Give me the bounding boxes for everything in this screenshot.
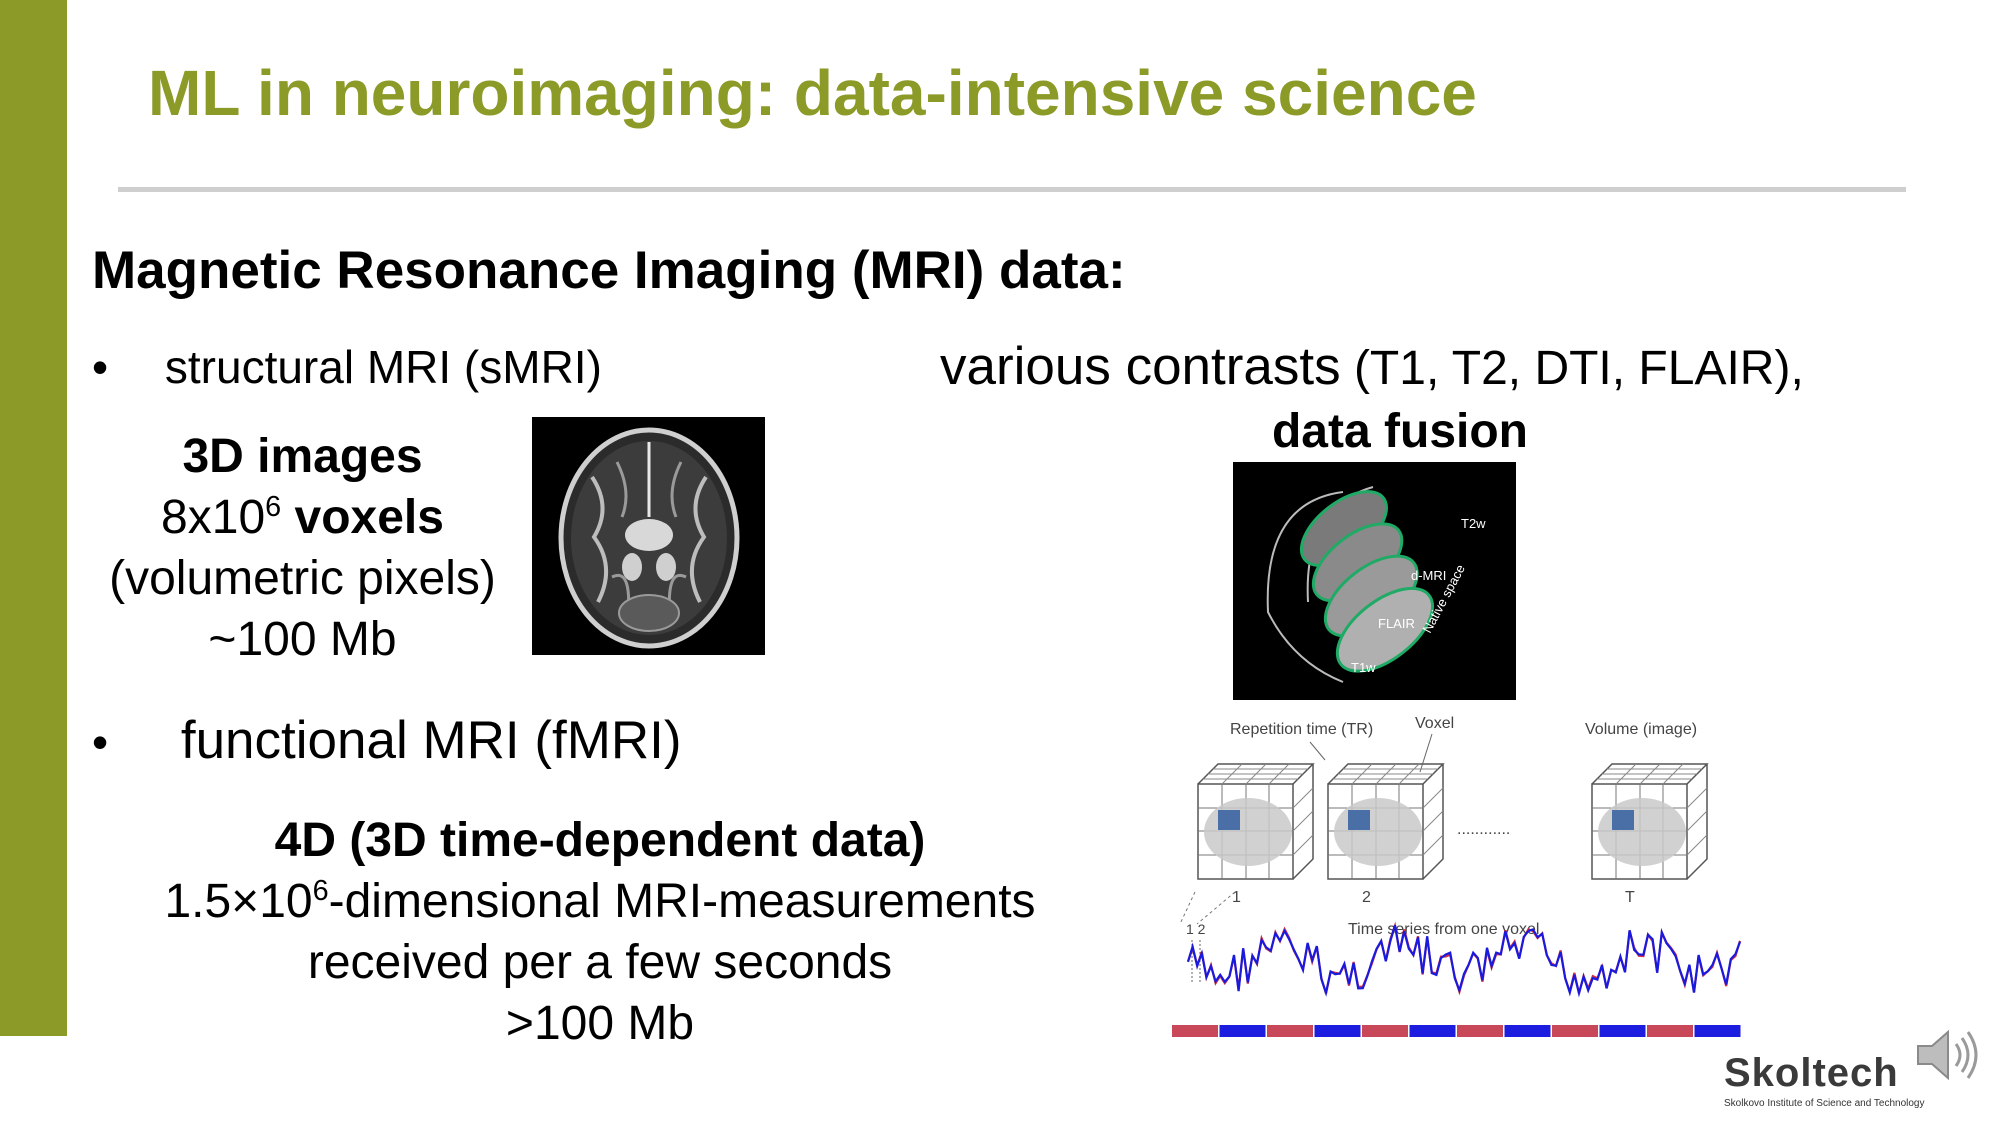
fmri-timeseries-figure: Repetition time (TR) Voxel Volume (image… bbox=[1172, 715, 1742, 1037]
bullet-marker: • bbox=[92, 716, 109, 768]
stimulus-block bbox=[1504, 1025, 1551, 1037]
stimulus-block bbox=[1314, 1025, 1361, 1037]
volume-index-1: 1 bbox=[1232, 889, 1241, 906]
fusion-label-t2w: T2w bbox=[1461, 516, 1486, 531]
timeseries-label: Time series from one voxel bbox=[1348, 921, 1539, 938]
stimulus-block bbox=[1694, 1025, 1741, 1037]
stimulus-block bbox=[1552, 1025, 1598, 1037]
logo-wordmark: Skoltech bbox=[1724, 1051, 1899, 1095]
title-divider bbox=[118, 187, 1906, 192]
volume-cube-2 bbox=[1327, 763, 1472, 880]
smri-bullet-text: structural MRI (sMRI) bbox=[164, 341, 602, 393]
skoltech-logo: Skoltech Skolkovo Institute of Science a… bbox=[1724, 1052, 1954, 1109]
fusion-label-dmri: d-MRI bbox=[1411, 568, 1446, 583]
data-fusion-figure: T2w d-MRI FLAIR T1w Native space bbox=[1233, 462, 1516, 700]
fmri-bullet-text: functional MRI (fMRI) bbox=[180, 711, 682, 770]
data-fusion-label: data fusion bbox=[1271, 405, 1528, 458]
smri-line-3d-images: 3D images bbox=[182, 430, 423, 483]
stimulus-block bbox=[1172, 1025, 1218, 1037]
logo-subtitle: Skolkovo Institute of Science and Techno… bbox=[1724, 1098, 1925, 1109]
volume-index-t: T bbox=[1625, 889, 1635, 906]
accent-sidebar bbox=[0, 0, 67, 1036]
slide-title: ML in neuroimaging: data-intensive scien… bbox=[148, 57, 1477, 129]
bullet-marker: • bbox=[92, 341, 109, 393]
fusion-label-t1w: T1w bbox=[1351, 660, 1376, 675]
speaker-icon[interactable] bbox=[1912, 1024, 1982, 1086]
timeseries-signal-blue bbox=[1186, 924, 1742, 998]
volume-ellipsis: ............ bbox=[1457, 821, 1510, 838]
stimulus-block bbox=[1647, 1025, 1693, 1037]
fmri-line-dimensional: 1.5×106-dimensional MRI-measurements bbox=[164, 875, 1036, 928]
fmri-line-size: >100 Mb bbox=[505, 997, 695, 1050]
volume-index-2: 2 bbox=[1362, 889, 1371, 906]
contrasts-line: various contrasts (T1, T2, DTI, FLAIR), bbox=[940, 337, 1804, 396]
fmri-line-received: received per a few seconds bbox=[307, 936, 893, 989]
smri-line-volumetric: (volumetric pixels) bbox=[109, 552, 496, 605]
section-heading: Magnetic Resonance Imaging (MRI) data: bbox=[92, 241, 1126, 300]
smri-bullet: • structural MRI (sMRI) bbox=[92, 340, 602, 394]
fmri-bullet: • functional MRI (fMRI) bbox=[92, 710, 682, 771]
fmri-line-4d: 4D (3D time-dependent data) bbox=[274, 814, 926, 867]
volume-cube-t bbox=[1591, 763, 1736, 880]
label-repetition-time: Repetition time (TR) bbox=[1230, 721, 1373, 738]
smri-description: 3D images 8x106 voxels (volumetric pixel… bbox=[80, 426, 525, 670]
label-voxel: Voxel bbox=[1415, 715, 1454, 732]
stimulus-block bbox=[1599, 1025, 1646, 1037]
smri-line-size: ~100 Mb bbox=[208, 613, 397, 666]
stimulus-block bbox=[1362, 1025, 1408, 1037]
stimulus-blocks bbox=[1172, 1025, 1741, 1037]
smri-line-voxels: 8x106 voxels bbox=[161, 491, 444, 544]
stimulus-block bbox=[1219, 1025, 1266, 1037]
fusion-label-flair: FLAIR bbox=[1378, 616, 1415, 631]
stimulus-block bbox=[1457, 1025, 1503, 1037]
timeseries-ticks: 1 2 bbox=[1186, 921, 1206, 937]
stimulus-block bbox=[1409, 1025, 1456, 1037]
volume-cube-1 bbox=[1197, 763, 1342, 880]
stimulus-block bbox=[1267, 1025, 1313, 1037]
brain-mri-image bbox=[532, 417, 765, 655]
label-volume: Volume (image) bbox=[1585, 721, 1697, 738]
fmri-description: 4D (3D time-dependent data) 1.5×106-dime… bbox=[120, 810, 1080, 1054]
